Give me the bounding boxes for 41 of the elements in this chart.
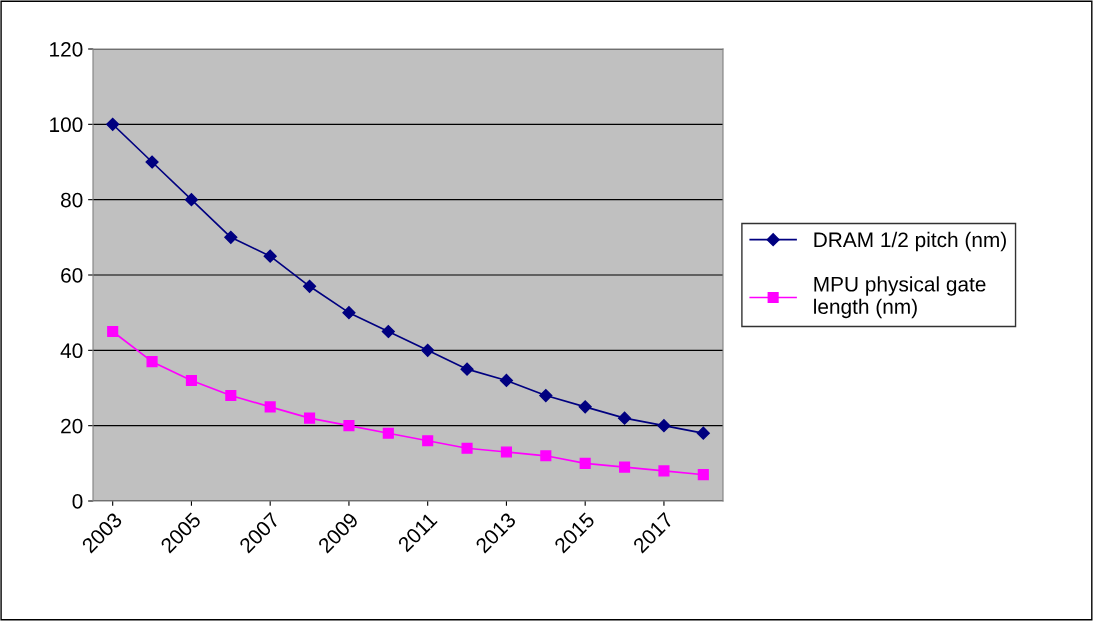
legend-label: MPU physical gate length (nm) (814, 276, 986, 319)
y-tick-label: 120 (50, 42, 83, 57)
point (619, 461, 631, 473)
point (185, 374, 197, 387)
point (461, 442, 473, 454)
point (224, 230, 238, 244)
point (657, 419, 671, 433)
point (697, 469, 709, 481)
point (382, 427, 394, 439)
point (460, 362, 474, 376)
point (499, 373, 514, 388)
point (579, 457, 591, 469)
point (107, 325, 119, 338)
point (422, 435, 434, 447)
legend-label: DRAM 1/2 pitch (nm) (814, 231, 1006, 252)
point (145, 155, 159, 169)
point (106, 117, 120, 131)
point (184, 193, 199, 207)
point (342, 306, 356, 320)
point (617, 411, 632, 425)
point (421, 343, 435, 357)
point (696, 426, 710, 440)
y-tick-label: 0 (72, 494, 83, 509)
point (264, 401, 276, 413)
point (540, 450, 552, 462)
y-tick-label: 20 (61, 418, 83, 434)
y-tick-label: 40 (60, 343, 83, 359)
point (343, 420, 355, 432)
y-tick-label: 100 (50, 117, 83, 133)
point (381, 324, 395, 339)
point (146, 356, 158, 368)
point (263, 249, 277, 263)
point (225, 389, 237, 402)
point (304, 412, 316, 424)
y-tick-label: 80 (61, 192, 83, 208)
y-tick-label: 60 (61, 268, 83, 283)
point (500, 446, 512, 458)
point (302, 279, 317, 293)
point (539, 388, 553, 403)
point (578, 400, 592, 414)
point (658, 465, 670, 477)
